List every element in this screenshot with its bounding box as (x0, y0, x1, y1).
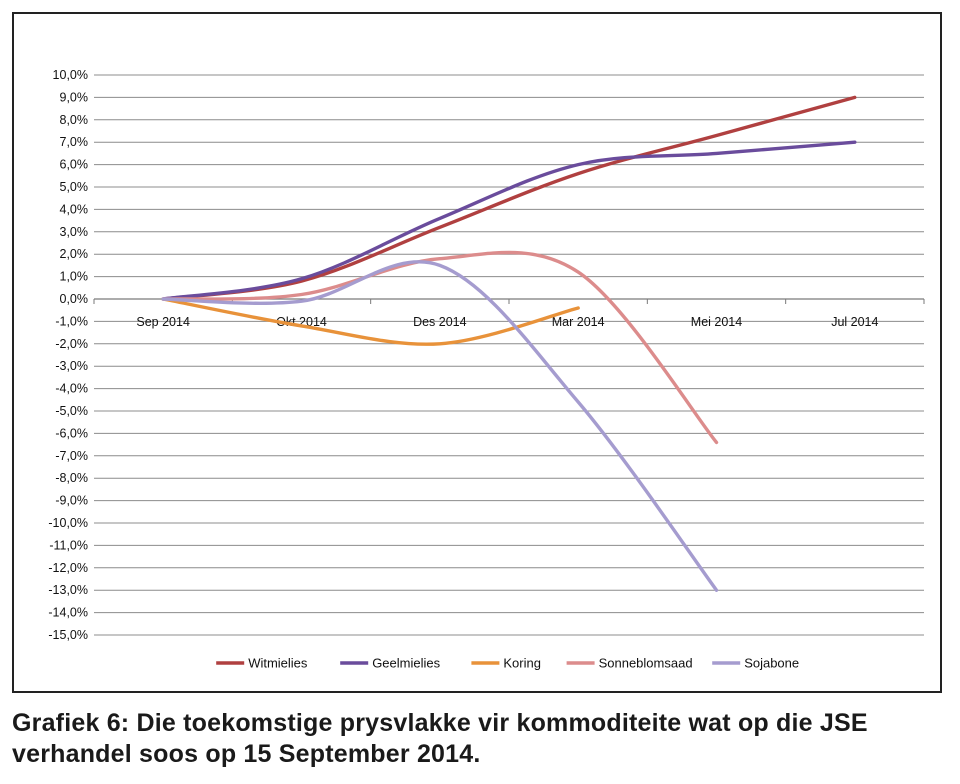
y-tick-label: -7,0% (55, 449, 88, 463)
series-line-sojabone (161, 260, 719, 592)
legend-label-geelmielies: Geelmielies (372, 656, 440, 671)
gridlines (94, 74, 924, 636)
y-tick-label: -10,0% (48, 516, 88, 530)
y-tick-label: -14,0% (48, 606, 88, 620)
x-tick-label: Jul 2014 (831, 315, 878, 329)
y-tick-label: 10,0% (53, 68, 88, 82)
legend-label-witmielies: Witmielies (248, 656, 308, 671)
x-tick-label: Des 2014 (413, 315, 467, 329)
y-tick-label: -5,0% (55, 404, 88, 418)
series-line-koring (161, 297, 580, 346)
y-tick-label: 0,0% (60, 292, 89, 306)
y-tick-label: -13,0% (48, 583, 88, 597)
y-tick-labels: 10,0% 9,0% 8,0% 7,0% 6,0% 5,0% 4,0% 3,0% 2,0% 1,0… (48, 68, 88, 642)
x-tick-label: Okt 2014 (276, 315, 327, 329)
series-lines (161, 95, 857, 592)
legend-label-sonneblomsaad: Sonneblomsaad (599, 656, 693, 671)
figure-caption: Grafiek 6: Die toekomstige prysvlakke vi… (12, 709, 868, 768)
y-tick-label: 7,0% (60, 135, 89, 149)
y-tick-label: -2,0% (55, 337, 88, 351)
y-tick-label: 2,0% (60, 247, 89, 261)
y-tick-label: -1,0% (55, 314, 88, 328)
legend: Witmielies Geelmielies Koring Sonneblomsaad… (216, 656, 799, 671)
y-tick-label: 4,0% (60, 202, 89, 216)
y-tick-label: -3,0% (55, 359, 88, 373)
y-tick-label: -15,0% (48, 628, 88, 642)
x-tick-label: Sep 2014 (136, 315, 190, 329)
y-tick-label: 3,0% (60, 225, 89, 239)
legend-label-koring: Koring (503, 656, 541, 671)
y-tick-label: 9,0% (60, 90, 89, 104)
series-line-sonneblomsaad (161, 250, 719, 445)
y-tick-label: 1,0% (60, 270, 89, 284)
y-tick-label: -4,0% (55, 382, 88, 396)
y-tick-label: -12,0% (48, 561, 88, 575)
x-tick-label: Mei 2014 (691, 315, 742, 329)
y-tick-label: -6,0% (55, 426, 88, 440)
y-tick-label: 5,0% (60, 180, 89, 194)
chart: 10,0% 9,0% 8,0% 7,0% 6,0% 5,0% 4,0% 3,0% 2,0% 1,0… (48, 68, 925, 671)
y-tick-label: 8,0% (60, 113, 89, 127)
x-tick-labels: Sep 2014 Okt 2014 Des 2014 Mar 2014 Mei 2014… (136, 315, 878, 329)
y-tick-label: -9,0% (55, 494, 88, 508)
chart-frame: 10,0% 9,0% 8,0% 7,0% 6,0% 5,0% 4,0% 3,0% 2,0% 1,0… (12, 12, 942, 693)
x-tick-label: Mar 2014 (552, 315, 605, 329)
y-tick-label: -8,0% (55, 471, 88, 485)
series-line-witmielies (161, 95, 857, 301)
legend-label-sojabone: Sojabone (744, 656, 799, 671)
y-tick-label: 6,0% (60, 158, 89, 172)
series-line-geelmielies (161, 140, 857, 301)
y-tick-label: -11,0% (49, 538, 88, 552)
